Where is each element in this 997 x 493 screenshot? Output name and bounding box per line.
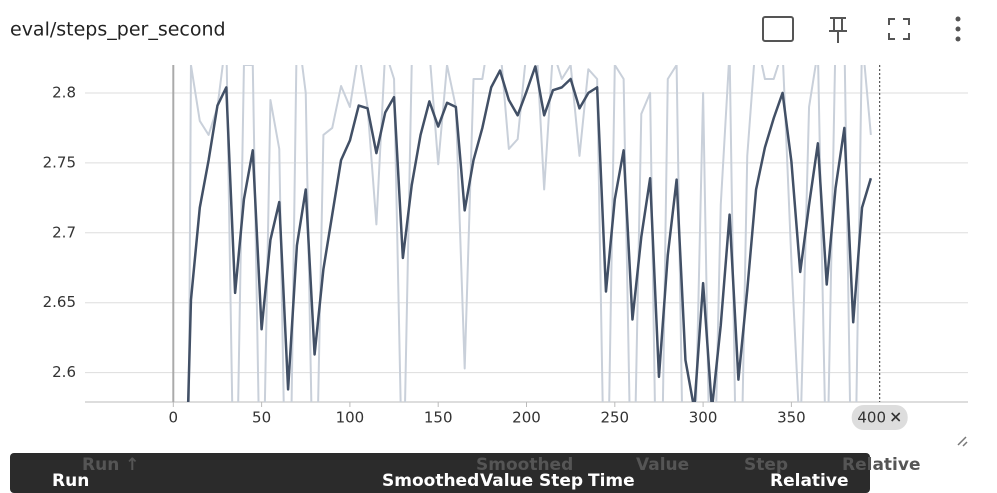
y-tick-label: 2.65 [43,293,76,311]
x-tick-label: 150 [424,409,453,427]
lines [186,65,873,402]
x-tick-label: 200 [512,409,541,427]
pin-icon[interactable] [829,17,847,43]
table-header[interactable]: Run [52,471,89,491]
table-header-back: Smoothed [476,455,573,475]
table-header[interactable]: Smoothed [382,471,479,491]
x-tick-label: 100 [336,409,365,427]
y-tick-label: 2.75 [43,153,76,171]
fit-icon[interactable] [762,16,794,42]
chart-title: eval/steps_per_second [10,19,226,41]
x-tick-label: 0 [169,409,179,427]
y-tick-label: 2.6 [52,363,76,381]
x-tick-label: 250 [600,409,629,427]
menu-icon[interactable] [955,16,961,42]
x-tick-label: 350 [777,409,806,427]
fullscreen-icon[interactable] [888,18,910,40]
table-header-back: Value [636,455,689,475]
table-header[interactable]: Value [480,471,533,491]
y-tick-label: 2.8 [52,83,76,101]
table-header [10,453,870,493]
table-header-back: Run ↑ [82,455,139,475]
toolbar [762,16,961,43]
series-line [186,65,873,402]
x-tick-label: 300 [689,409,718,427]
table-header[interactable]: Relative [770,471,848,491]
resize-handle[interactable] [957,436,968,447]
table-header-back: Relative [842,455,920,475]
table-header-back: Step [744,455,788,475]
y-tick-label: 2.7 [52,223,76,241]
cursor-label: 400 [857,409,886,427]
cursor-close[interactable] [891,412,901,422]
x-tick-label: 50 [252,409,271,427]
cursor-badge [851,405,908,430]
table-header[interactable]: Time [588,471,635,491]
table-header[interactable]: Step [539,471,583,491]
